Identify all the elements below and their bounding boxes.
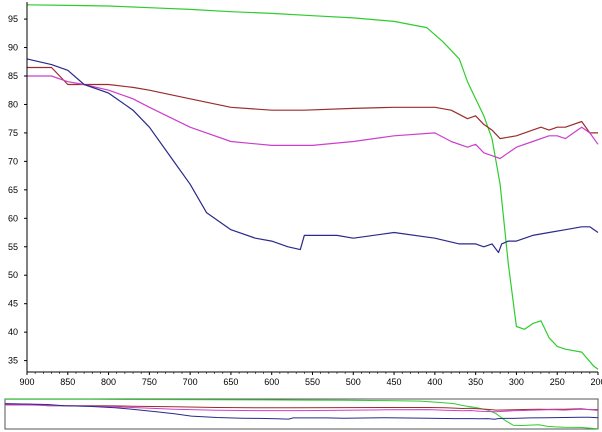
y-tick-label: 95 xyxy=(8,14,18,24)
x-tick-label: 450 xyxy=(387,377,402,387)
x-tick-label: 800 xyxy=(101,377,116,387)
y-tick-label: 85 xyxy=(8,71,18,81)
x-tick-label: 350 xyxy=(468,377,483,387)
plot-area xyxy=(26,4,599,370)
x-tick-label: 200 xyxy=(590,377,602,387)
x-tick-label: 650 xyxy=(223,377,238,387)
x-tick-label: 600 xyxy=(264,377,279,387)
x-tick-label: 900 xyxy=(19,377,34,387)
overview-line-3 xyxy=(5,404,599,413)
y-axis: 35 40 45 50 55 60 65 70 75 80 85 90 95 xyxy=(8,2,28,372)
y-tick-label: 65 xyxy=(8,185,18,195)
series-line-3 xyxy=(27,75,599,160)
y-tick-label: 55 xyxy=(8,242,18,252)
overview-line-4 xyxy=(4,403,599,420)
y-tick-label: 45 xyxy=(8,299,18,309)
x-tick-label: 300 xyxy=(509,377,524,387)
series-line-2 xyxy=(27,66,598,140)
y-tick-label: 35 xyxy=(8,356,18,366)
y-tick-label: 50 xyxy=(8,270,18,280)
overview-panel xyxy=(4,398,599,430)
overview-frame xyxy=(4,398,599,430)
y-tick-label: 60 xyxy=(8,213,18,223)
y-tick-label: 90 xyxy=(8,43,18,53)
x-tick-label: 500 xyxy=(346,377,361,387)
x-tick-label: 750 xyxy=(142,377,157,387)
y-tick-label: 70 xyxy=(8,156,18,166)
x-tick-label: 850 xyxy=(60,377,75,387)
x-tick-label: 400 xyxy=(427,377,442,387)
x-tick-label: 250 xyxy=(550,377,565,387)
y-tick-label: 80 xyxy=(8,99,18,109)
series-line-4 xyxy=(26,58,599,254)
overview-line-1 xyxy=(4,398,599,430)
y-tick-label: 40 xyxy=(8,327,18,337)
x-axis: 900 850 800 750 700 650 600 550 500 450 400 350 300 2… xyxy=(19,371,602,387)
x-tick-label: 550 xyxy=(305,377,320,387)
y-tick-label: 75 xyxy=(8,128,18,138)
x-tick-label: 700 xyxy=(183,377,198,387)
series-line-1 xyxy=(26,4,599,370)
